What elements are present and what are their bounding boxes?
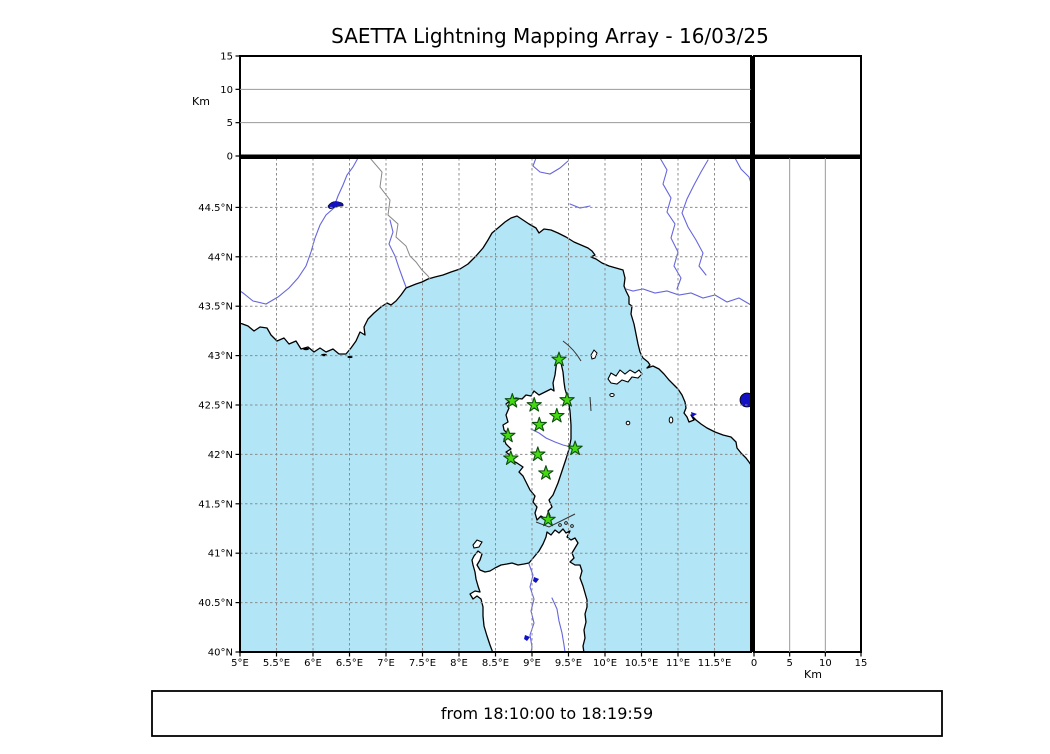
horizontal-divider <box>240 154 861 158</box>
maddalena-islet <box>570 524 574 528</box>
lma-station-marker <box>559 392 575 407</box>
altitude-tick-label: 10 <box>220 85 233 96</box>
lon-tick-label: 7.5°E <box>409 658 436 669</box>
lon-tick-label: 11°E <box>666 658 690 669</box>
lat-tick-label: 40°N <box>208 648 233 659</box>
river <box>334 158 359 205</box>
right-altitude-tick-label: 10 <box>819 658 832 669</box>
river <box>240 207 335 305</box>
lon-tick-label: 9°E <box>523 658 541 669</box>
right-axis-unit-label: Km <box>804 668 822 681</box>
mainland-coastline <box>240 158 751 466</box>
lon-tick-label: 11.5°E <box>698 658 732 669</box>
sardinia-island <box>469 528 588 652</box>
lat-tick-label: 44.5°N <box>198 203 233 214</box>
river <box>388 219 407 288</box>
lakes <box>327 201 751 641</box>
lma-stations <box>500 351 583 527</box>
maddalena-islet <box>558 523 562 527</box>
elba-island <box>607 369 643 385</box>
river-golo <box>530 428 572 448</box>
lat-tick-label: 42°N <box>208 450 233 461</box>
river <box>569 203 591 209</box>
lake-sardinia <box>524 635 530 641</box>
hyeres-islet <box>347 355 353 359</box>
lagoon-orbetello <box>691 412 697 417</box>
altitude-axis-unit-label: Km <box>192 95 210 108</box>
lon-tick-label: 6°E <box>304 658 322 669</box>
lat-tick-label: 42.5°N <box>198 401 233 412</box>
lma-station-marker <box>538 465 554 480</box>
lon-tick-label: 7°E <box>377 658 395 669</box>
lon-tick-label: 9.5°E <box>555 658 582 669</box>
right-panel-ticks: 0 5 10 15 <box>751 652 868 669</box>
lat-tick-label: 41.5°N <box>198 499 233 510</box>
lat-tick-label: 43.5°N <box>198 302 233 313</box>
line-artifact <box>589 396 592 412</box>
altitude-lat-panel <box>753 157 862 653</box>
right-altitude-tick-label: 0 <box>751 658 757 669</box>
pianosa-island <box>609 393 615 397</box>
altitude-panel-gridlines <box>240 88 751 124</box>
latitude-tick-labels: 44.5°N 44°N 43.5°N 43°N 42.5°N 42°N 41.5°N 41°N… <box>198 203 240 659</box>
vertical-divider <box>750 56 755 652</box>
lon-tick-label: 5.5°E <box>263 658 290 669</box>
lma-station-marker <box>504 392 520 408</box>
lake-serre-poncon <box>327 201 344 209</box>
right-altitude-tick-label: 15 <box>855 658 868 669</box>
asinara-island <box>472 539 483 549</box>
lma-station-marker <box>567 440 583 456</box>
montecristo-island <box>625 420 631 426</box>
longitude-tick-labels: 5°E 5.5°E 6°E 6.5°E 7°E 7.5°E 8°E 8.5°E 9°E 9.5°E… <box>231 652 731 669</box>
lat-tick-label: 44°N <box>208 252 233 263</box>
river <box>532 158 569 175</box>
lma-station-marker <box>540 511 556 527</box>
right-altitude-tick-label: 5 <box>786 658 792 669</box>
altitude-tick-label: 5 <box>227 118 233 129</box>
lake-coghinas <box>533 577 539 583</box>
river <box>659 158 682 290</box>
geo-map <box>240 158 751 652</box>
lon-tick-label: 10.5°E <box>625 658 659 669</box>
lma-station-marker <box>500 427 516 443</box>
rivers <box>240 158 751 652</box>
corner-histogram-panel <box>753 55 862 157</box>
lat-tick-label: 41°N <box>208 549 233 560</box>
river <box>681 159 709 276</box>
hyeres-islet <box>303 347 309 351</box>
lma-station-marker <box>530 446 546 462</box>
lake-bolsena <box>739 392 751 408</box>
lma-station-marker <box>551 351 567 367</box>
lma-station-marker <box>526 396 542 412</box>
altitude-tick-label: 0 <box>227 152 233 163</box>
line-artifact <box>562 340 582 362</box>
giglio-island <box>668 416 674 424</box>
altitude-lon-panel <box>239 55 752 157</box>
maddalena-islet <box>564 521 568 525</box>
river <box>551 597 566 652</box>
lon-tick-label: 8.5°E <box>482 658 509 669</box>
lma-station-marker <box>503 450 519 465</box>
line-artifact <box>535 513 576 528</box>
lon-tick-label: 10°E <box>593 658 617 669</box>
altitude-panel-ticks: 0 5 10 15 <box>220 52 240 163</box>
lma-station-marker <box>549 407 565 423</box>
right-panel-gridlines <box>789 158 826 652</box>
altitude-tick-label: 15 <box>220 52 233 63</box>
lat-tick-label: 43°N <box>208 351 233 362</box>
time-range-box <box>151 690 943 737</box>
time-range-label: from 18:10:00 to 18:19:59 <box>441 704 653 723</box>
page-title: SAETTA Lightning Mapping Array - 16/03/2… <box>331 24 769 48</box>
line-artifacts <box>535 340 592 528</box>
lma-station-marker <box>531 416 547 432</box>
lon-tick-label: 8°E <box>450 658 468 669</box>
lon-tick-label: 6.5°E <box>336 658 363 669</box>
lat-tick-label: 40.5°N <box>198 598 233 609</box>
map-gridlines <box>240 158 751 652</box>
lon-tick-label: 5°E <box>231 658 249 669</box>
